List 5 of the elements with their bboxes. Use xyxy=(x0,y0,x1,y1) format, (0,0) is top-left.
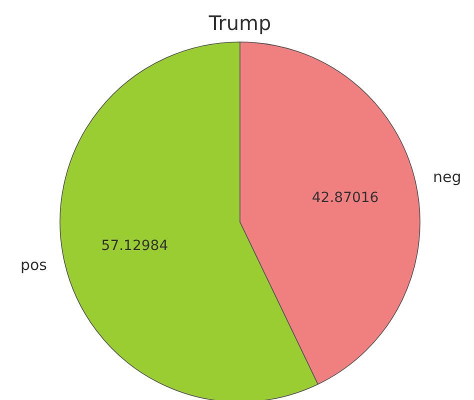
slice-label: neg xyxy=(433,168,462,186)
data-label: 42.87016 xyxy=(312,190,379,206)
chart-title: Trump xyxy=(208,11,272,35)
data-label: 57.12984 xyxy=(101,238,168,254)
slice-label: pos xyxy=(20,256,48,274)
